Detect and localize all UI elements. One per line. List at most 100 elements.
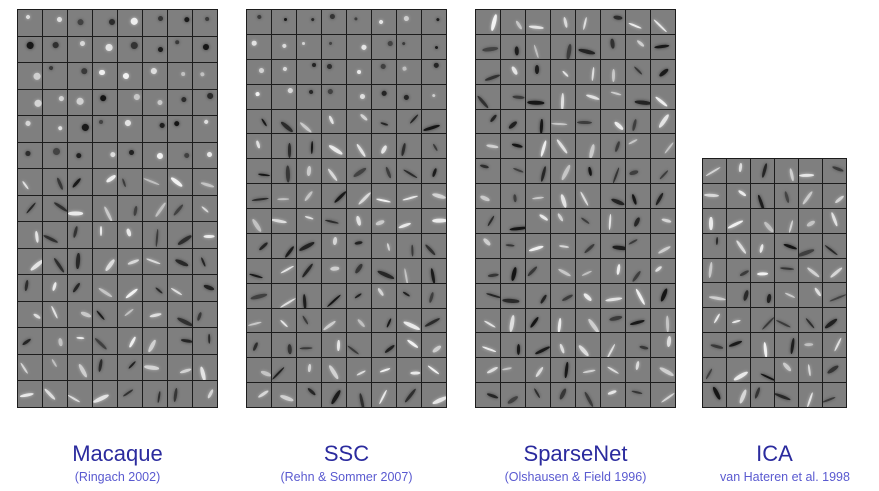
filter-blob	[653, 44, 670, 50]
filter-tile	[501, 308, 525, 333]
filter-tile	[626, 10, 650, 34]
filter-blob	[384, 166, 392, 179]
filter-blob	[104, 258, 116, 273]
filter-blob	[763, 220, 774, 233]
filter-blob	[512, 143, 524, 149]
sparsenet-filter-grid	[475, 9, 676, 408]
filter-blob	[551, 122, 568, 126]
filter-blob	[51, 358, 58, 368]
filter-tile	[422, 383, 446, 407]
filter-tile	[18, 10, 42, 36]
filter-tile	[626, 258, 650, 283]
filter-blob	[781, 361, 792, 373]
filter-tile	[93, 222, 117, 248]
filter-tile	[247, 34, 271, 59]
filter-blob	[328, 143, 344, 156]
filter-blob	[760, 372, 774, 382]
filter-blob	[527, 265, 539, 278]
filter-tile	[272, 233, 296, 258]
filter-blob	[301, 262, 314, 279]
filter-blob	[654, 192, 664, 207]
filter-blob	[661, 218, 672, 224]
filter-tile	[297, 109, 321, 134]
filter-tile	[118, 169, 142, 195]
filter-blob	[285, 166, 291, 183]
filter-tile	[751, 258, 774, 283]
filter-blob	[529, 25, 544, 30]
filter-tile	[626, 283, 650, 308]
filter-tile	[727, 159, 750, 183]
ssc-filter-grid	[246, 9, 447, 408]
filter-blob	[559, 244, 570, 249]
filter-tile	[372, 184, 396, 208]
filter-blob	[766, 293, 771, 304]
filter-blob	[663, 141, 675, 155]
filter-blob	[527, 100, 545, 105]
filter-tile	[272, 383, 296, 407]
filter-tile	[727, 358, 750, 383]
filter-blob	[310, 17, 315, 23]
filter-tile	[347, 333, 371, 358]
filter-tile	[322, 84, 346, 109]
filter-blob	[823, 396, 836, 404]
filter-tile	[422, 209, 446, 233]
filter-blob	[353, 292, 362, 300]
filter-tile	[247, 308, 271, 333]
filter-tile	[347, 84, 371, 109]
filter-blob	[250, 292, 268, 300]
filter-tile	[168, 116, 192, 142]
filter-blob	[80, 67, 89, 76]
filter-tile	[68, 36, 92, 63]
filter-tile	[422, 34, 446, 59]
filter-tile	[601, 308, 625, 333]
filter-tile	[18, 275, 42, 301]
filter-blob	[486, 214, 495, 226]
filter-blob	[124, 287, 139, 300]
filter-blob	[709, 295, 726, 302]
filter-blob	[145, 257, 161, 266]
filter-blob	[561, 70, 569, 78]
filter-tile	[143, 248, 167, 275]
filter-blob	[326, 64, 333, 70]
filter-tile	[397, 333, 421, 358]
filter-tile	[397, 308, 421, 333]
filter-tile	[118, 10, 142, 36]
filter-blob	[173, 387, 179, 403]
filter-tile	[118, 354, 142, 381]
filter-tile	[476, 59, 500, 84]
filter-blob	[631, 269, 642, 283]
filter-blob	[539, 118, 544, 134]
filter-blob	[488, 272, 500, 277]
filter-tile	[272, 209, 296, 233]
filter-blob	[713, 312, 721, 324]
filter-tile	[93, 354, 117, 381]
filter-blob	[94, 337, 108, 352]
filter-blob	[175, 258, 190, 268]
filter-tile	[18, 169, 42, 195]
filter-tile	[18, 248, 42, 275]
filter-blob	[608, 213, 613, 230]
filter-blob	[100, 94, 107, 102]
filter-blob	[281, 43, 288, 50]
filter-tile	[751, 159, 774, 183]
filter-tile	[18, 328, 42, 354]
filter-blob	[287, 143, 292, 158]
filter-tile	[143, 222, 167, 248]
filter-tile	[551, 333, 575, 358]
filter-blob	[756, 272, 768, 276]
filter-tile	[347, 308, 371, 333]
filter-blob	[180, 96, 187, 103]
filter-tile	[576, 109, 600, 134]
filter-blob	[75, 336, 85, 340]
filter-blob	[635, 288, 647, 306]
filter-blob	[705, 367, 714, 380]
filter-blob	[257, 389, 269, 398]
filter-blob	[19, 362, 29, 375]
filter-blob	[298, 240, 315, 252]
filter-tile	[651, 184, 675, 208]
filter-tile	[118, 142, 142, 169]
filter-tile	[68, 63, 92, 89]
macaque-title: Macaque	[72, 441, 163, 466]
filter-blob	[780, 267, 795, 272]
filter-tile	[68, 248, 92, 275]
